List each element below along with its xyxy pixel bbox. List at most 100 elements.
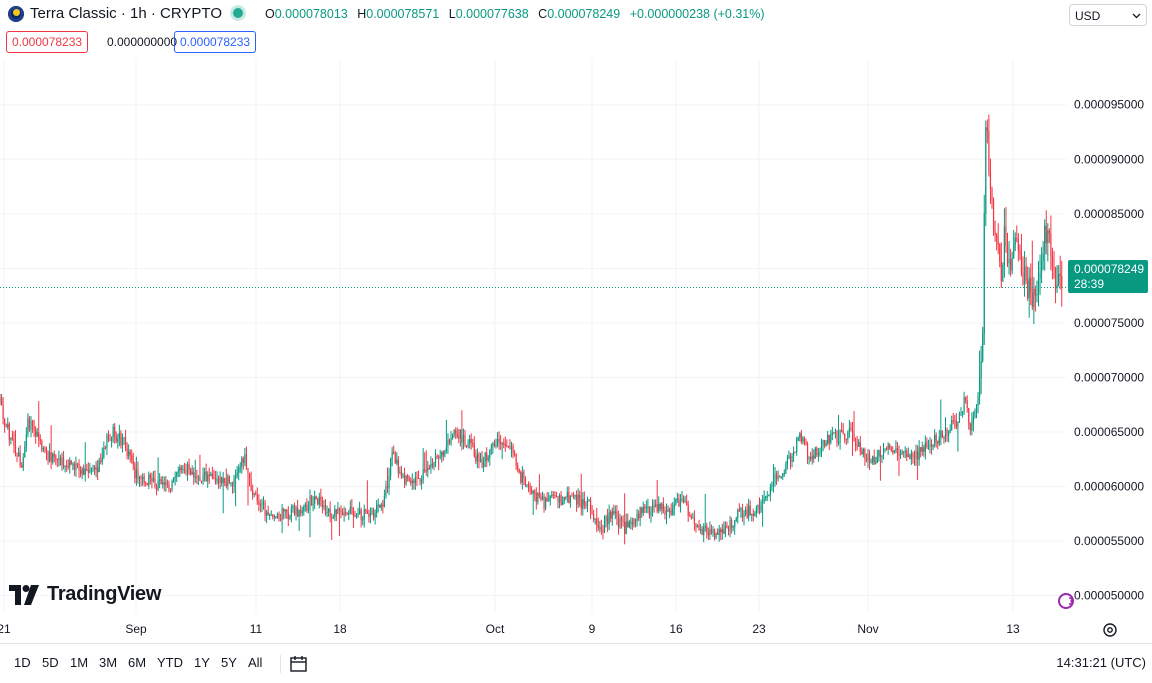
candle-body: [1000, 261, 1002, 282]
candle-body: [186, 464, 189, 474]
candle-body: [535, 493, 537, 502]
candle-body: [512, 446, 514, 454]
candle-body: [479, 458, 482, 462]
y-tick-label: 0.000090000: [1074, 152, 1144, 166]
event-marker-icon[interactable]: [1058, 593, 1074, 609]
candle-body: [478, 454, 480, 462]
candle-body: [738, 509, 740, 511]
range-ytd-button[interactable]: YTD: [157, 655, 183, 670]
candle-body: [855, 441, 857, 447]
candle-body: [496, 438, 499, 446]
candle-body: [207, 474, 209, 481]
price-chart[interactable]: 0.0000950000.0000900000.0000850000.00008…: [0, 0, 1152, 643]
candle-body: [541, 496, 544, 501]
candle-body: [1011, 257, 1013, 271]
candle-body: [298, 509, 300, 517]
candle-body: [66, 465, 68, 467]
candle-body: [469, 439, 471, 444]
candle-body: [678, 498, 680, 507]
candle-body: [219, 477, 221, 483]
y-tick-label: 0.000075000: [1074, 316, 1144, 330]
candle-body: [816, 447, 818, 456]
candle-body: [881, 455, 883, 458]
bid-price-box[interactable]: 0.000078233: [6, 31, 89, 53]
candle-body: [617, 517, 620, 528]
candle-body: [974, 411, 976, 418]
candle-body: [631, 521, 633, 525]
range-1m-button[interactable]: 1M: [70, 655, 89, 670]
candle-body: [582, 499, 584, 509]
candle-body: [977, 396, 979, 407]
candle-body: [839, 430, 841, 443]
candle-body: [427, 467, 429, 472]
candle-body: [923, 447, 925, 452]
candle-body: [797, 437, 799, 441]
candle-body: [80, 470, 82, 475]
candle-body: [757, 505, 759, 508]
candle-body: [7, 424, 9, 428]
candle-body: [369, 512, 372, 517]
calendar-icon[interactable]: [289, 654, 309, 674]
candle-body: [47, 452, 49, 462]
candle-body: [213, 477, 215, 479]
candle-body: [828, 434, 830, 444]
candle-body: [197, 477, 199, 479]
candle-body: [669, 510, 671, 512]
candle-body: [963, 397, 965, 413]
candle-body: [628, 521, 630, 528]
candle-body: [163, 482, 165, 486]
candle-body: [433, 462, 435, 467]
last-price-tag: 0.000078249 28:39: [1068, 260, 1148, 293]
range-all-button[interactable]: All: [248, 655, 263, 670]
range-6m-button[interactable]: 6M: [128, 655, 147, 670]
candle-body: [819, 451, 821, 454]
candle-body: [700, 529, 702, 531]
utc-clock[interactable]: 14:31:21 (UTC): [1056, 655, 1146, 670]
candle-body: [1061, 276, 1063, 288]
price-axis[interactable]: 0.0000950000.0000900000.0000850000.00008…: [1074, 98, 1144, 603]
candle-body: [935, 435, 937, 441]
candles: [0, 114, 1063, 545]
gear-icon[interactable]: [1101, 621, 1119, 639]
range-5y-button[interactable]: 5Y: [221, 655, 237, 670]
candle-body: [421, 479, 423, 483]
tradingview-mark-icon: [9, 585, 39, 605]
candle-body: [605, 516, 607, 522]
candle-body: [721, 529, 723, 533]
candle-body: [858, 442, 860, 447]
candle-body: [422, 469, 424, 480]
candle-body: [458, 436, 460, 439]
candle-body: [221, 477, 223, 484]
x-tick-label: Nov: [857, 622, 878, 636]
candle-body: [171, 481, 173, 490]
symbol-title[interactable]: Terra Classic · 1h · CRYPTO: [30, 5, 222, 22]
candle-body: [661, 503, 663, 510]
range-1y-button[interactable]: 1Y: [194, 655, 210, 670]
candle-body: [557, 496, 559, 503]
candle-body: [741, 508, 744, 518]
candle-body: [25, 433, 27, 447]
time-axis[interactable]: 21 Sep 11 18 Oct 9 16 23 Nov 13: [0, 622, 1020, 636]
candle-body: [1054, 267, 1057, 289]
currency-select[interactable]: USD: [1069, 4, 1147, 26]
candle-body: [597, 524, 599, 528]
candle-body: [740, 508, 742, 511]
candle-body: [796, 440, 798, 453]
candle-body: [176, 472, 178, 477]
candle-body: [630, 521, 632, 523]
candle-body: [636, 513, 638, 522]
candle-body: [847, 431, 849, 440]
candle-body: [131, 455, 133, 461]
candle-body: [193, 471, 195, 478]
candle-body: [800, 433, 802, 442]
candle-body: [295, 507, 297, 515]
candle-body: [713, 529, 716, 539]
candle-body: [788, 455, 790, 459]
candle-body: [259, 504, 261, 506]
ask-price-box[interactable]: 0.000078233: [174, 31, 257, 53]
candle-body: [399, 471, 401, 473]
range-5d-button[interactable]: 5D: [42, 655, 59, 670]
range-3m-button[interactable]: 3M: [99, 655, 118, 670]
candle-body: [266, 511, 268, 516]
range-1d-button[interactable]: 1D: [14, 655, 31, 670]
